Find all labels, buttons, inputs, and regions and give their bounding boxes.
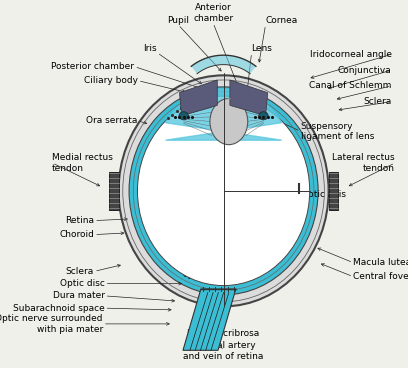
Text: Dura mater: Dura mater bbox=[53, 291, 104, 300]
Ellipse shape bbox=[259, 112, 268, 120]
Text: Vitreous chamber: Vitreous chamber bbox=[149, 163, 242, 173]
Text: Lateral rectus
tendon: Lateral rectus tendon bbox=[333, 153, 395, 173]
Ellipse shape bbox=[119, 75, 328, 307]
Ellipse shape bbox=[129, 87, 318, 295]
Polygon shape bbox=[166, 89, 282, 140]
Text: Lens: Lens bbox=[252, 43, 273, 53]
Ellipse shape bbox=[137, 96, 310, 286]
Text: Central fovea: Central fovea bbox=[353, 272, 408, 281]
Polygon shape bbox=[230, 80, 268, 116]
Ellipse shape bbox=[210, 99, 248, 145]
Text: Cornea: Cornea bbox=[266, 15, 298, 25]
Text: Subarachnoid space: Subarachnoid space bbox=[13, 304, 104, 313]
Bar bbox=[109, 171, 119, 210]
Bar bbox=[328, 171, 338, 210]
Text: Lamina cribrosa: Lamina cribrosa bbox=[187, 329, 260, 338]
Text: Canal of Schlemm: Canal of Schlemm bbox=[309, 81, 392, 91]
Text: Anterior
chamber: Anterior chamber bbox=[193, 3, 233, 23]
Text: Retina: Retina bbox=[65, 216, 94, 225]
Text: Conjunctiva: Conjunctiva bbox=[338, 66, 392, 75]
Polygon shape bbox=[191, 55, 256, 74]
Text: Iridocorneal angle: Iridocorneal angle bbox=[310, 50, 392, 59]
Ellipse shape bbox=[179, 112, 188, 120]
Text: Central artery
and vein of retina: Central artery and vein of retina bbox=[183, 342, 264, 361]
Text: Sclera: Sclera bbox=[364, 97, 392, 106]
Text: Optic disc: Optic disc bbox=[60, 279, 104, 288]
Text: Iris: Iris bbox=[144, 43, 157, 53]
Text: Suspensory
ligament of lens: Suspensory ligament of lens bbox=[301, 122, 374, 141]
Text: Sclera: Sclera bbox=[66, 267, 94, 276]
Text: Posterior chamber: Posterior chamber bbox=[51, 62, 134, 71]
Text: Optic nerve surrounded
with pia mater: Optic nerve surrounded with pia mater bbox=[0, 314, 103, 334]
Text: Ciliary body: Ciliary body bbox=[84, 76, 138, 85]
Text: Choroid: Choroid bbox=[59, 230, 94, 239]
Polygon shape bbox=[180, 80, 217, 116]
Text: Pupil: Pupil bbox=[167, 15, 189, 25]
Text: Axis of
eyeball: Axis of eyeball bbox=[182, 259, 216, 279]
Text: Macula lutea: Macula lutea bbox=[353, 258, 408, 267]
Text: Optic axis: Optic axis bbox=[301, 190, 346, 199]
Polygon shape bbox=[183, 289, 236, 350]
Text: Ora serrata: Ora serrata bbox=[86, 116, 138, 125]
Text: Medial rectus
tendon: Medial rectus tendon bbox=[52, 153, 113, 173]
